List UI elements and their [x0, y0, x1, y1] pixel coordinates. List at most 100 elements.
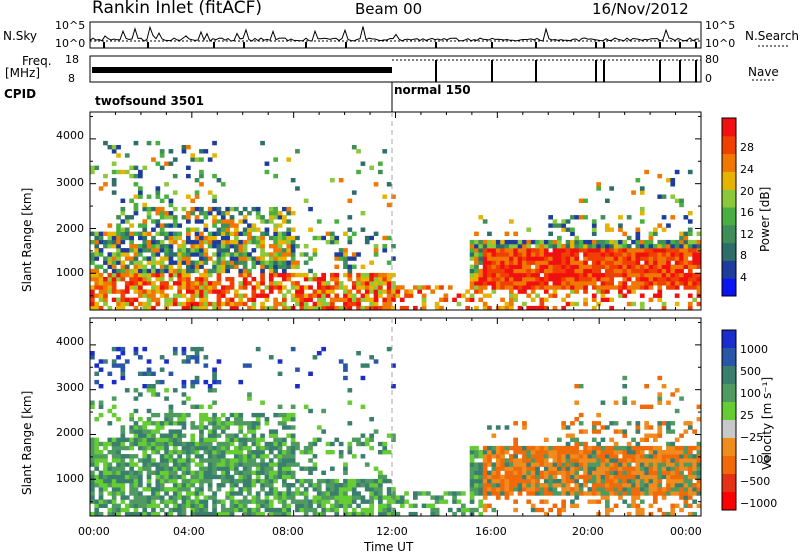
velocity-cell [639, 437, 645, 442]
velocity-cell [613, 421, 619, 426]
velocity-cell [391, 384, 396, 389]
velocity-cell [225, 462, 230, 467]
power-cell [578, 264, 584, 269]
power-cell [605, 198, 610, 203]
velocity-cell [164, 437, 169, 442]
power-cell [321, 235, 326, 241]
velocity-cell [164, 388, 169, 393]
velocity-cell [500, 450, 505, 455]
power-cell [478, 289, 484, 294]
velocity-cell [103, 499, 108, 504]
velocity-cell [120, 507, 126, 513]
power-cell [626, 235, 632, 241]
velocity-cell [679, 483, 684, 488]
power-cell [164, 182, 169, 187]
power-cell [552, 252, 558, 257]
velocity-cell [190, 441, 196, 447]
power-cell [299, 297, 305, 302]
power-cell [605, 285, 610, 290]
velocity-cell [609, 458, 614, 463]
velocity-cell [203, 441, 209, 447]
velocity-cell [482, 474, 488, 480]
power-cell [216, 227, 222, 232]
power-cell [124, 252, 130, 257]
velocity-cell [312, 441, 318, 447]
velocity-cell [653, 454, 658, 459]
velocity-cell [526, 450, 532, 455]
power-cell [308, 256, 313, 261]
power-cell [526, 227, 532, 232]
velocity-cell [500, 445, 505, 451]
power-cell [360, 277, 366, 282]
velocity-cell [561, 507, 566, 513]
power-cell [570, 256, 575, 261]
power-cell [251, 256, 257, 261]
power-cell [103, 239, 108, 245]
velocity-cell [159, 379, 165, 385]
velocity-cell [434, 511, 440, 517]
velocity-cell [290, 462, 296, 467]
power-cell [290, 211, 296, 216]
velocity-cell [517, 483, 523, 488]
power-cell [351, 301, 357, 307]
power-cell [386, 182, 392, 187]
power-cell [133, 281, 139, 286]
power-cell [142, 235, 148, 241]
power-cell [177, 256, 182, 261]
velocity-cell [164, 499, 169, 504]
power-cell [548, 239, 553, 245]
power-cell [557, 252, 562, 257]
power-cell [539, 244, 545, 249]
power-cell [653, 252, 658, 257]
velocity-cell [299, 466, 305, 471]
power-cell [487, 277, 492, 282]
power-cell [90, 256, 95, 261]
power-cell [670, 252, 676, 257]
power-cell [360, 285, 366, 290]
velocity-cell [295, 384, 300, 389]
velocity-cell [605, 445, 610, 451]
velocity-cell [382, 478, 388, 484]
velocity-cell [164, 466, 169, 471]
velocity-cell [273, 454, 278, 459]
power-cell [648, 235, 654, 241]
velocity-cell [260, 487, 265, 492]
velocity-cell [426, 503, 431, 508]
power-cell [168, 272, 174, 278]
velocity-cell [539, 470, 545, 475]
power-cell [522, 289, 527, 294]
velocity-cell [360, 454, 366, 459]
power-cell [369, 277, 374, 282]
velocity-cell [242, 499, 248, 504]
velocity-cell [578, 487, 584, 492]
velocity-cell [138, 437, 143, 442]
velocity-cell [124, 437, 130, 442]
velocity-cell [260, 412, 265, 418]
velocity-cell [618, 470, 623, 475]
nsearch-tick-top: 10^5 [705, 19, 736, 32]
velocity-cell [203, 379, 209, 385]
power-cell [648, 297, 654, 302]
velocity-cell [343, 507, 348, 513]
velocity-cell [343, 487, 348, 492]
power-cell [255, 215, 261, 220]
velocity-cell [373, 359, 379, 364]
velocity-cell [487, 491, 492, 496]
power-cell [644, 169, 649, 175]
velocity-cell [303, 466, 309, 471]
velocity-cell [308, 450, 313, 455]
power-cell [155, 244, 161, 249]
power-cell [238, 272, 244, 278]
velocity-cell [565, 450, 571, 455]
velocity-cell [613, 474, 619, 480]
power-cell [273, 244, 278, 249]
power-cell [216, 219, 222, 224]
power-cell [199, 285, 204, 290]
power-cell [596, 182, 601, 187]
velocity-cell [613, 458, 619, 463]
power-cell [552, 268, 558, 274]
velocity-cell [513, 437, 518, 442]
power-cell [674, 256, 680, 261]
power-cell [565, 260, 571, 265]
power-cell [159, 223, 165, 228]
